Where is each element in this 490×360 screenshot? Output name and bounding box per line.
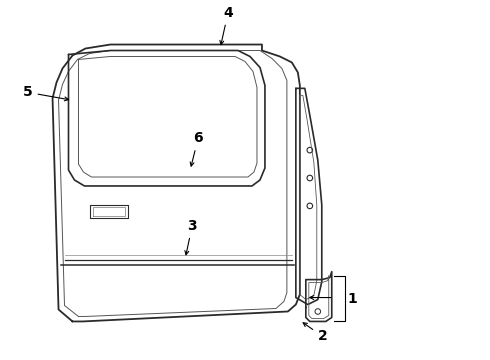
- Text: 2: 2: [303, 323, 327, 343]
- Text: 5: 5: [23, 85, 69, 101]
- Text: 4: 4: [220, 6, 233, 45]
- Text: 3: 3: [185, 219, 197, 255]
- Text: 1: 1: [348, 292, 358, 306]
- Text: 6: 6: [190, 131, 203, 166]
